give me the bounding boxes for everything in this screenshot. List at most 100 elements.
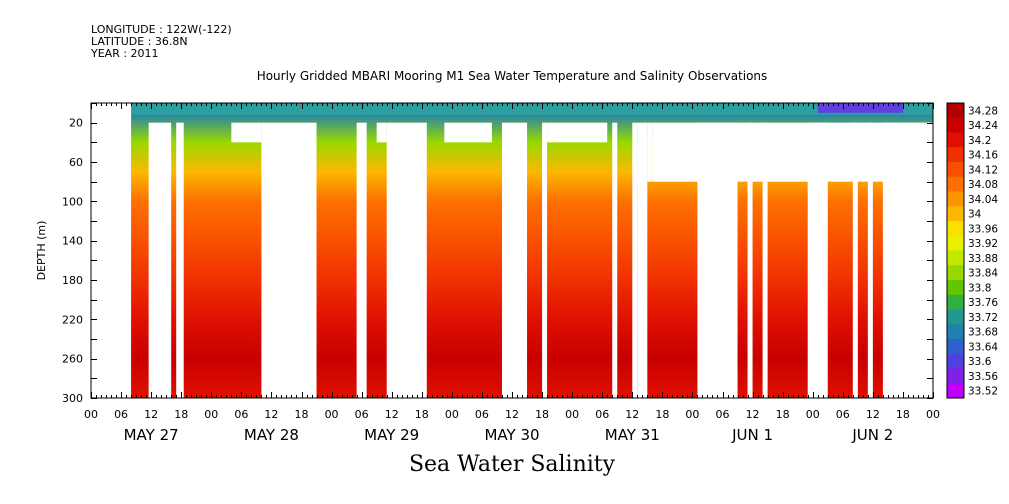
colorbar-label: 34.04 [968,194,998,206]
x-tick-label: 18 [776,408,790,421]
data-gap [807,122,828,399]
data-gap [647,122,653,182]
colorbar-swatch [947,294,964,310]
colorbar-label: 33.76 [968,297,998,309]
colorbar-swatch [947,324,964,340]
data-gap [612,122,618,399]
colorbar-label: 34.24 [968,120,998,132]
data-gap [356,122,367,399]
data-gap [444,122,492,143]
colorbar-swatch [947,383,964,399]
x-tick-label: 00 [926,408,940,421]
colorbar-swatch [947,235,964,251]
data-gap [852,122,858,399]
chart-title: Hourly Gridded MBARI Mooring M1 Sea Wate… [256,69,768,83]
x-tick-label: 00 [325,408,339,421]
colorbar-label: 33.6 [968,356,992,368]
x-tick-label: 06 [716,408,730,421]
data-gap [697,122,738,399]
y-axis-label: DEPTH (m) [35,221,48,281]
colorbar-label: 33.52 [968,386,998,398]
colorbar-swatch [947,176,964,192]
x-tick-label: 00 [806,408,820,421]
colorbar-label: 33.68 [968,327,998,339]
x-tick-label: 00 [685,408,699,421]
colorbar-swatch [947,103,964,119]
x-day-label: MAY 29 [364,426,419,444]
x-tick-label: 18 [174,408,188,421]
x-tick-label: 00 [565,408,579,421]
x-day-label: MAY 28 [244,426,299,444]
y-tick-label: 140 [62,235,83,248]
colorbar-label: 34.08 [968,179,998,191]
colorbar-swatch [947,147,964,163]
colorbar-swatch [947,339,964,355]
colorbar-label: 33.56 [968,371,998,383]
colorbar-label: 33.88 [968,253,998,265]
data-gap [231,122,262,143]
colorbar-swatch [947,221,964,237]
x-tick-label: 18 [655,408,669,421]
x-day-label: MAY 30 [484,426,539,444]
x-tick-label: 18 [535,408,549,421]
colorbar-swatch [947,117,964,133]
y-tick-label: 20 [69,117,83,130]
colorbar-swatch [947,280,964,296]
colorbar-label: 34 [968,209,982,221]
colorbar-label: 33.84 [968,268,998,280]
colorbar-swatch [947,162,964,178]
x-tick-label: 06 [475,408,489,421]
colorbar-label: 34.2 [968,135,991,147]
colorbar-swatch [947,191,964,207]
x-tick-label: 12 [264,408,278,421]
colorbar-swatch [947,132,964,148]
data-gap [91,103,132,398]
x-tick-label: 12 [866,408,880,421]
data-gaps [91,103,933,399]
x-day-label: JUN 1 [731,426,773,444]
data-gap [501,122,528,399]
data-gap [637,122,648,399]
x-axis-title: Sea Water Salinity [408,452,616,477]
colorbar-swatch [947,309,964,325]
y-tick-label: 180 [62,274,83,287]
data-gap [882,122,933,399]
colorbar-label: 33.92 [968,238,998,250]
plot-metadata: LONGITUDE : 122W(-122) LATITUDE : 36.8N … [91,24,232,60]
colorbar-label: 33.8 [968,282,991,294]
x-tick-label: 12 [144,408,158,421]
x-tick-label: 00 [445,408,459,421]
data-gap [176,122,184,399]
y-tick-label: 60 [69,156,83,169]
y-tick-label: 300 [62,392,83,405]
x-day-label: MAY 31 [605,426,660,444]
colorbar-label: 34.16 [968,150,998,162]
y-tick-label: 220 [62,313,83,326]
x-day-label: MAY 27 [124,426,179,444]
year-label: YEAR : 2011 [91,47,159,60]
x-tick-label: 12 [385,408,399,421]
x-tick-label: 18 [896,408,910,421]
axes: 20 60 100 140 180 220 260 300 DEPTH (m) 00 06 12 18 0… [35,102,940,444]
x-tick-label: 00 [204,408,218,421]
data-gap [547,122,608,143]
colorbar-label: 34.12 [968,164,998,176]
x-tick-label: 06 [355,408,369,421]
x-tick-label: 06 [595,408,609,421]
x-tick-label: 18 [415,408,429,421]
colorbar-label: 34.28 [968,105,998,117]
latitude-label: LATITUDE : 36.8N [91,35,188,48]
x-tick-label: 06 [836,408,850,421]
x-tick-label: 12 [746,408,760,421]
colorbar-swatch [947,206,964,222]
x-tick-label: 06 [234,408,248,421]
data-gap [867,122,873,399]
data-gap [542,122,548,399]
x-tick-label: 12 [625,408,639,421]
y-tick-label: 260 [62,353,83,366]
x-day-label: JUN 2 [851,426,893,444]
y-tick-label: 100 [62,195,83,208]
data-gap [386,122,427,399]
colorbar-label: 33.64 [968,341,998,353]
